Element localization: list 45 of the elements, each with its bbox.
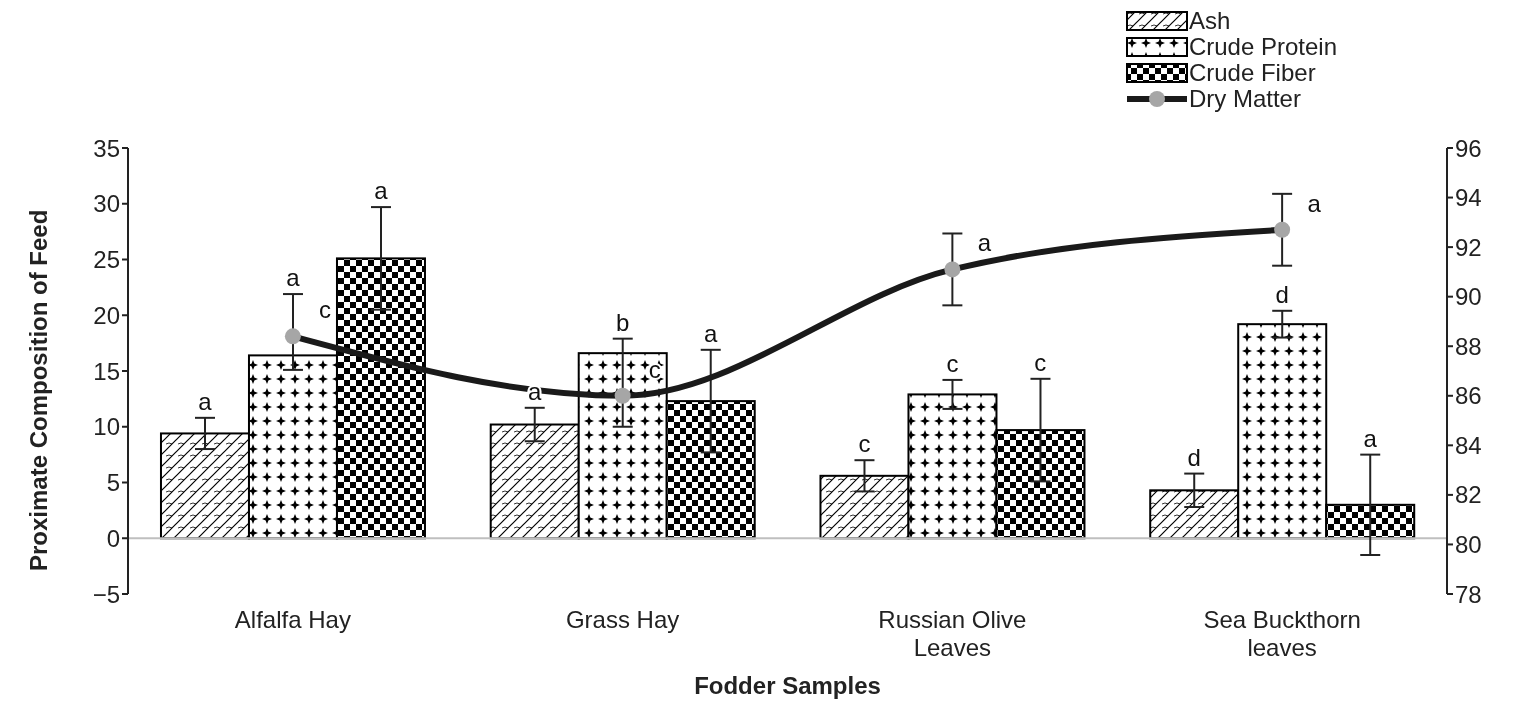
- legend-label: Dry Matter: [1188, 85, 1301, 112]
- y-tick-label: 10: [93, 413, 120, 441]
- y2-tick-label: 86: [1455, 382, 1482, 410]
- x-axis-title: Fodder Samples: [694, 672, 881, 699]
- data-label: d: [1187, 443, 1201, 471]
- x-tick-label: Grass Hay: [565, 606, 680, 633]
- y2-tick-label: 90: [1455, 283, 1482, 311]
- x-tick-label: Sea Buckthorn leaves: [1203, 606, 1361, 661]
- y2-tick-label: 82: [1455, 481, 1482, 509]
- y-tick-label: 15: [93, 357, 120, 385]
- y2-tick-label: 84: [1455, 431, 1482, 459]
- y2-tick-label: 92: [1455, 233, 1482, 261]
- y-tick-label: 25: [93, 246, 120, 274]
- y-axis-title: Proximate Composition of Feed: [24, 209, 52, 571]
- data-label: d: [1275, 280, 1289, 308]
- y2-tick-label: 94: [1455, 184, 1482, 212]
- y-tick-label: 30: [93, 190, 120, 218]
- data-label: a: [198, 387, 213, 415]
- y-tick-label: −5: [92, 580, 120, 608]
- data-label: c: [858, 430, 871, 458]
- legend-label: Crude Fiber: [1188, 59, 1316, 86]
- data-label: a: [286, 264, 301, 292]
- data-label: a: [1307, 189, 1322, 217]
- y2-tick-label: 96: [1455, 134, 1482, 162]
- data-label: a: [703, 319, 718, 347]
- y-tick-label: 35: [93, 134, 120, 162]
- data-label: a: [528, 377, 543, 405]
- y2-tick-label: 88: [1455, 332, 1482, 360]
- data-label: c: [946, 349, 959, 377]
- legend-label: Crude Protein: [1188, 33, 1337, 60]
- y-tick-label: 20: [93, 301, 120, 329]
- y-tick-label: 0: [106, 524, 120, 552]
- y2-tick-label: 78: [1455, 580, 1482, 608]
- legend-label: Ash: [1188, 7, 1231, 34]
- data-label: a: [1363, 424, 1378, 452]
- data-label: b: [615, 308, 630, 336]
- data-label: c: [648, 355, 661, 383]
- data-label: a: [977, 229, 992, 257]
- x-tick-label: Alfalfa Hay: [234, 606, 351, 633]
- x-tick-label: Russian Olive Leaves: [878, 606, 1027, 661]
- y2-tick-label: 80: [1455, 530, 1482, 558]
- data-label: c: [318, 296, 331, 324]
- data-label: c: [1034, 348, 1047, 376]
- y-tick-label: 5: [106, 469, 120, 497]
- data-label: a: [374, 177, 389, 205]
